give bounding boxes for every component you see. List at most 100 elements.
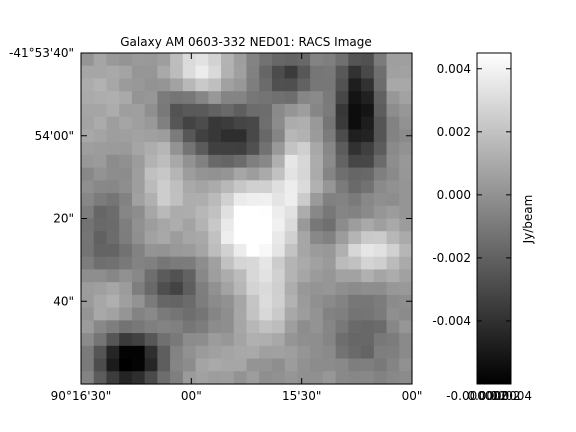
heatmap-cell: [157, 116, 171, 130]
heatmap-cell: [195, 167, 209, 181]
heatmap-cell: [310, 282, 324, 296]
heatmap-cell: [297, 65, 311, 80]
heatmap-cell: [373, 218, 388, 232]
heatmap-cell: [271, 231, 286, 245]
heatmap-cell: [106, 218, 120, 232]
heatmap-cell: [386, 142, 400, 156]
heatmap-cell: [246, 91, 260, 105]
y-tick-label: 40": [53, 294, 74, 308]
heatmap-cell: [170, 243, 184, 258]
heatmap-cell: [322, 103, 337, 118]
colorbar-tick-label: 0.004: [437, 62, 471, 76]
heatmap-cell: [335, 53, 349, 67]
heatmap-cell: [81, 167, 95, 181]
heatmap-cell: [348, 282, 362, 296]
heatmap-cell: [119, 269, 133, 283]
heatmap-cell: [208, 193, 222, 207]
heatmap-cell: [157, 65, 171, 80]
heatmap-cell: [233, 320, 248, 334]
heatmap-cell: [284, 256, 299, 271]
heatmap-cell: [246, 116, 260, 130]
heatmap-cell: [399, 91, 413, 105]
heatmap-cell: [182, 231, 197, 245]
heatmap-cell: [297, 282, 311, 296]
heatmap-cell: [106, 53, 120, 67]
heatmap-cell: [208, 154, 222, 169]
heatmap-cell: [233, 154, 248, 169]
heatmap-cell: [106, 345, 120, 360]
heatmap-cell: [93, 269, 108, 283]
heatmap-cell: [399, 65, 413, 80]
colorbar-label: Jy/beam: [521, 195, 535, 245]
heatmap-cell: [284, 167, 299, 181]
heatmap-cell: [144, 218, 158, 232]
heatmap-cell: [335, 154, 349, 169]
heatmap-cell: [386, 116, 400, 130]
heatmap-cell: [348, 142, 362, 156]
heatmap-cell: [386, 358, 400, 372]
heatmap-cell: [119, 205, 133, 220]
heatmap-cell: [81, 282, 95, 296]
heatmap-cell: [259, 91, 273, 105]
heatmap-cell: [259, 333, 273, 347]
heatmap-cell: [259, 53, 273, 67]
heatmap-cell: [246, 320, 260, 334]
heatmap-cell: [284, 307, 299, 321]
heatmap-cell: [246, 154, 260, 169]
heatmap-cell: [81, 91, 95, 105]
heatmap-cell: [322, 358, 337, 372]
heatmap-cell: [221, 65, 235, 80]
heatmap-cell: [335, 294, 349, 309]
heatmap-cell: [233, 91, 248, 105]
heatmap-cell: [157, 243, 171, 258]
heatmap-cell: [271, 65, 286, 80]
heatmap-cell: [335, 256, 349, 271]
heatmap-cell: [106, 154, 120, 169]
heatmap-cell: [361, 53, 375, 67]
heatmap-cell: [284, 282, 299, 296]
heatmap-cell: [131, 180, 146, 194]
heatmap-cell: [399, 193, 413, 207]
heatmap-cell: [195, 333, 209, 347]
heatmap-cell: [297, 231, 311, 245]
heatmap-cell: [386, 78, 400, 92]
heatmap-cell: [157, 256, 171, 271]
heatmap-cell: [182, 205, 197, 220]
heatmap-cell: [106, 294, 120, 309]
heatmap-cell: [221, 218, 235, 232]
heatmap-cell: [399, 142, 413, 156]
heatmap-cell: [221, 358, 235, 372]
heatmap-cell: [131, 65, 146, 80]
heatmap-cell: [310, 116, 324, 130]
heatmap-cell: [233, 282, 248, 296]
heatmap-cell: [310, 91, 324, 105]
colorbar-tick-label: -0.004: [432, 314, 471, 328]
heatmap-cell: [233, 193, 248, 207]
heatmap-cell: [170, 205, 184, 220]
heatmap-cell: [81, 116, 95, 130]
heatmap-cell: [271, 154, 286, 169]
heatmap-cell: [271, 256, 286, 271]
heatmap-cell: [335, 193, 349, 207]
heatmap-cell: [310, 142, 324, 156]
heatmap-cell: [361, 154, 375, 169]
heatmap-cell: [348, 167, 362, 181]
heatmap-cell: [170, 53, 184, 67]
heatmap-cell: [297, 142, 311, 156]
heatmap-cell: [119, 103, 133, 118]
heatmap-cell: [208, 307, 222, 321]
heatmap-cell: [297, 193, 311, 207]
heatmap-cell: [271, 371, 286, 385]
heatmap-cell: [361, 180, 375, 194]
x-axis-ticks: 90°16'30" 00" 15'30" 00": [51, 53, 422, 403]
heatmap-cell: [144, 65, 158, 80]
heatmap-cell: [297, 167, 311, 181]
heatmap-cell: [144, 53, 158, 67]
heatmap-cell: [119, 333, 133, 347]
heatmap-cell: [246, 180, 260, 194]
heatmap-cell: [310, 333, 324, 347]
heatmap-cell: [221, 193, 235, 207]
heatmap-cell: [208, 256, 222, 271]
heatmap-cell: [221, 91, 235, 105]
heatmap-cell: [399, 78, 413, 92]
